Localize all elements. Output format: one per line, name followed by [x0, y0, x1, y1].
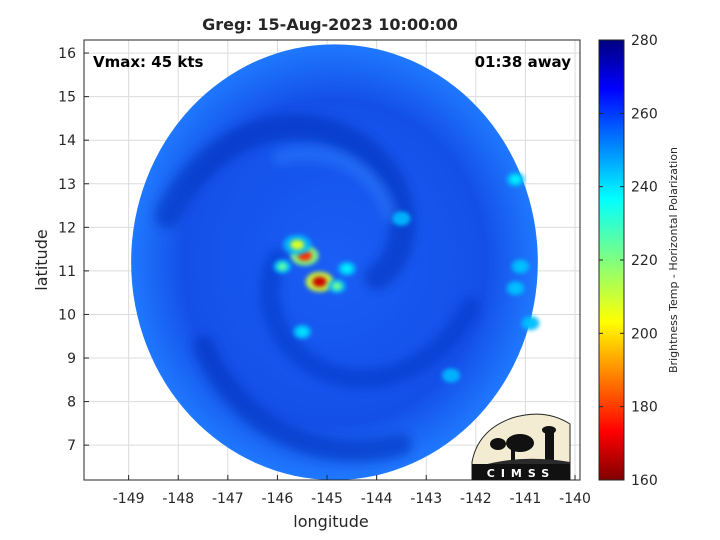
feature-cell: [293, 324, 312, 339]
colorbar-tick-label: 240: [631, 180, 658, 196]
chart-title: Greg: 15-Aug-2023 10:00:00: [202, 15, 458, 34]
y-tick-label: 8: [67, 395, 76, 411]
y-tick-label: 10: [58, 307, 76, 323]
plot-area: [84, 40, 580, 480]
x-axis: -149 -148 -147 -146 -145 -144 -143 -142 -141 -140: [113, 475, 591, 507]
y-tick-label: 7: [67, 438, 76, 454]
feature-cell: [283, 234, 312, 255]
y-tick-label: 11: [58, 264, 76, 280]
feature-cell: [337, 261, 356, 276]
feature-cell: [305, 271, 334, 292]
x-tick-label: -149: [113, 491, 145, 507]
swath-disc: [131, 44, 538, 480]
y-axis-label: latitude: [32, 229, 51, 290]
x-axis-label: longitude: [293, 512, 368, 531]
feature-cell: [521, 316, 540, 331]
colorbar-tick-label: 200: [631, 326, 658, 342]
colorbar-tick-label: 220: [631, 253, 658, 269]
x-tick-label: -147: [212, 491, 244, 507]
feature-cell: [506, 172, 525, 187]
vmax-label: Vmax: 45 kts: [93, 53, 203, 71]
colorbar-tick-label: 280: [631, 33, 658, 49]
x-tick-label: -140: [559, 491, 591, 507]
logo-text: CIMSS: [487, 467, 555, 480]
colorbar-tick-label: 180: [631, 400, 658, 416]
x-tick-label: -144: [361, 491, 393, 507]
feature-cell: [506, 281, 525, 296]
x-tick-label: -143: [410, 491, 442, 507]
x-tick-label: -141: [510, 491, 542, 507]
y-tick-label: 14: [58, 133, 76, 149]
features: [273, 172, 540, 383]
colorbar-tick-label: 160: [631, 473, 658, 489]
x-tick-label: -146: [262, 491, 294, 507]
axes-box: [83, 39, 581, 481]
x-tick-label: -148: [162, 491, 194, 507]
colorbar: 280 260 240 220 200 180 160 Brightness Temp - …: [598, 33, 680, 489]
feature-cell: [511, 259, 530, 274]
y-tick-label: 9: [67, 351, 76, 367]
y-tick-label: 15: [58, 90, 76, 106]
y-tick-label: 12: [58, 220, 76, 236]
feature-cell: [273, 259, 292, 274]
x-tick-label: -142: [460, 491, 492, 507]
feature-cell: [442, 368, 461, 383]
feature-cell: [392, 211, 411, 226]
y-axis: 7 8 9 10 11 12 13 14 15 16: [58, 46, 89, 454]
colorbar-label: Brightness Temp - Horizontal Polarizatio…: [667, 147, 680, 373]
rain-bands: [154, 113, 481, 463]
x-tick-label: -145: [311, 491, 343, 507]
y-tick-label: 16: [58, 46, 76, 62]
cimss-logo: CIMSS: [471, 413, 571, 481]
y-tick-label: 13: [58, 177, 76, 193]
time-away-label: 01:38 away: [475, 53, 572, 71]
colorbar-tick-label: 260: [631, 106, 658, 122]
feature-cell: [327, 279, 346, 294]
